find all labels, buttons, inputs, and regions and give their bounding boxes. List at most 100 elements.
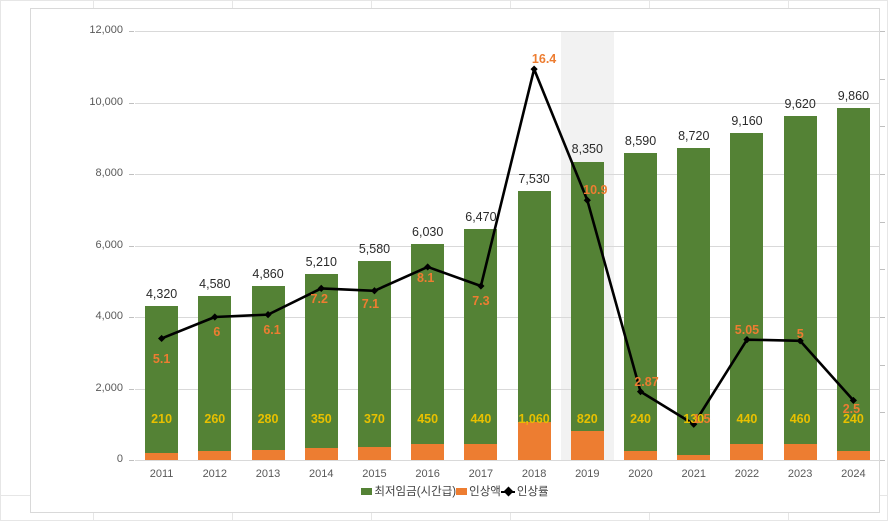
bar-segment-increase-amount[interactable] [836, 451, 870, 460]
legend-item[interactable]: 인상률 [500, 483, 549, 499]
y-axis-right-tick [880, 221, 885, 223]
bar-column[interactable] [198, 296, 232, 460]
data-label-rate: 2.87 [634, 374, 659, 389]
y-axis-left-tick [129, 388, 134, 390]
rate-line[interactable] [161, 67, 855, 426]
rate-marker[interactable] [690, 420, 698, 428]
x-axis-tick-label: 2017 [468, 468, 494, 480]
bar-column[interactable] [464, 228, 498, 460]
bar-segment-minimum-wage[interactable] [730, 132, 764, 460]
rate-marker[interactable] [158, 334, 166, 343]
y-axis-left-tick-label: 6,000 [95, 238, 123, 251]
data-label-increase: 1,060 [518, 412, 550, 426]
rate-marker[interactable] [583, 196, 591, 204]
data-label-rate: 7.3 [472, 294, 490, 309]
rate-marker[interactable] [849, 396, 857, 405]
bar-column[interactable] [411, 244, 445, 460]
bar-segment-increase-amount[interactable] [145, 452, 179, 460]
data-label-rate: 6 [213, 325, 221, 339]
bar-segment-minimum-wage[interactable] [570, 161, 604, 460]
rate-marker[interactable] [211, 313, 219, 321]
bar-segment-increase-amount[interactable] [570, 430, 604, 460]
bar-segment-minimum-wage[interactable] [304, 273, 338, 460]
bar-column[interactable] [836, 107, 870, 460]
data-label-rate: 5.1 [152, 352, 171, 367]
bar-segment-minimum-wage[interactable] [624, 152, 658, 460]
x-axis-tick-label: 2024 [841, 468, 866, 480]
bar-segment-minimum-wage[interactable] [783, 116, 817, 460]
data-label-total: 4,320 [145, 286, 178, 301]
x-axis-tick-label: 2012 [202, 468, 228, 480]
x-axis-tick-label: 2022 [734, 468, 760, 480]
data-label-increase: 280 [257, 412, 279, 426]
bar-segment-increase-amount[interactable] [304, 447, 338, 460]
bar-segment-increase-amount[interactable] [357, 446, 391, 460]
bar-segment-increase-amount[interactable] [783, 443, 817, 460]
bar-segment-minimum-wage[interactable] [411, 244, 445, 460]
data-label-rate: 7.1 [361, 296, 380, 311]
gridline [135, 460, 880, 461]
bar-segment-minimum-wage[interactable] [198, 296, 232, 460]
rate-marker[interactable] [424, 263, 432, 271]
legend-item[interactable]: 최저임금(시간급) [361, 483, 456, 499]
rate-marker[interactable] [530, 65, 538, 73]
data-label-total: 5,210 [305, 254, 337, 269]
bar-column[interactable] [730, 132, 764, 460]
y-axis-right-tick [880, 412, 885, 414]
rate-marker[interactable] [477, 282, 485, 290]
y-axis-left-tick-label: 8,000 [95, 167, 123, 179]
bar-segment-increase-amount[interactable] [517, 422, 551, 460]
rate-marker[interactable] [796, 337, 804, 345]
data-label-total: 4,860 [252, 267, 284, 282]
chart-legend[interactable]: 최저임금(시간급) 인상액 인상률 [31, 483, 879, 499]
bar-column[interactable] [624, 152, 658, 460]
bar-column[interactable] [517, 190, 551, 460]
bar-column[interactable] [783, 116, 817, 460]
bar-column[interactable] [304, 273, 338, 460]
legend-item[interactable]: 인상액 [456, 483, 501, 499]
bar-segment-increase-amount[interactable] [411, 443, 445, 460]
bar-segment-increase-amount[interactable] [198, 450, 232, 460]
data-label-increase: 440 [470, 412, 492, 426]
x-axis-tick-label: 2011 [149, 468, 174, 480]
y-axis-left-tick-label: 2,000 [95, 381, 123, 394]
data-label-increase: 450 [417, 412, 439, 426]
data-label-rate: 5 [796, 326, 804, 341]
bar-segment-increase-amount[interactable] [464, 444, 498, 460]
bar-column[interactable] [570, 161, 604, 460]
rate-marker[interactable] [743, 336, 751, 344]
bar-segment-increase-amount[interactable] [730, 444, 764, 460]
data-label-increase: 370 [364, 412, 385, 426]
legend-item-label: 인상액 [469, 486, 501, 498]
x-axis-tick-label: 2015 [362, 468, 387, 480]
bar-segment-increase-amount[interactable] [677, 455, 711, 460]
y-axis-left-tick [129, 102, 134, 104]
x-axis-tick-label: 2023 [787, 468, 813, 480]
data-label-rate: 2.5 [842, 402, 861, 417]
rate-marker[interactable] [370, 287, 379, 295]
data-label-total: 6,470 [465, 209, 497, 224]
data-label-total: 8,350 [571, 142, 603, 157]
rate-marker[interactable] [636, 387, 645, 396]
rate-marker[interactable] [317, 284, 325, 292]
data-label-total: 8,590 [624, 133, 657, 148]
y-axis-left-tick [129, 31, 134, 32]
bar-column[interactable] [145, 305, 179, 460]
bar-segment-minimum-wage[interactable] [145, 305, 179, 460]
data-label-total: 9,620 [784, 97, 816, 112]
y-axis-left-tick [129, 174, 134, 175]
x-axis-tick-label: 2020 [628, 468, 653, 480]
plot-area: 4,320 210 4,580 260 4,860 280 5,210 350 5,580 370… [135, 31, 880, 461]
bar-segment-minimum-wage[interactable] [517, 190, 551, 460]
y-axis-left-tick-label: 12,000 [89, 24, 123, 36]
rate-marker[interactable] [264, 311, 272, 319]
data-label-total: 7,530 [518, 171, 550, 186]
bar-segment-minimum-wage[interactable] [464, 228, 498, 460]
gridline [135, 102, 880, 104]
y-axis-right-tick [880, 269, 885, 271]
data-label-total: 9,860 [837, 88, 870, 103]
bar-segment-increase-amount[interactable] [251, 450, 285, 460]
chart-object[interactable]: 4,320 210 4,580 260 4,860 280 5,210 350 5,580 370… [30, 8, 885, 513]
data-label-rate: 1.5 [693, 412, 711, 427]
bar-segment-increase-amount[interactable] [624, 451, 658, 460]
